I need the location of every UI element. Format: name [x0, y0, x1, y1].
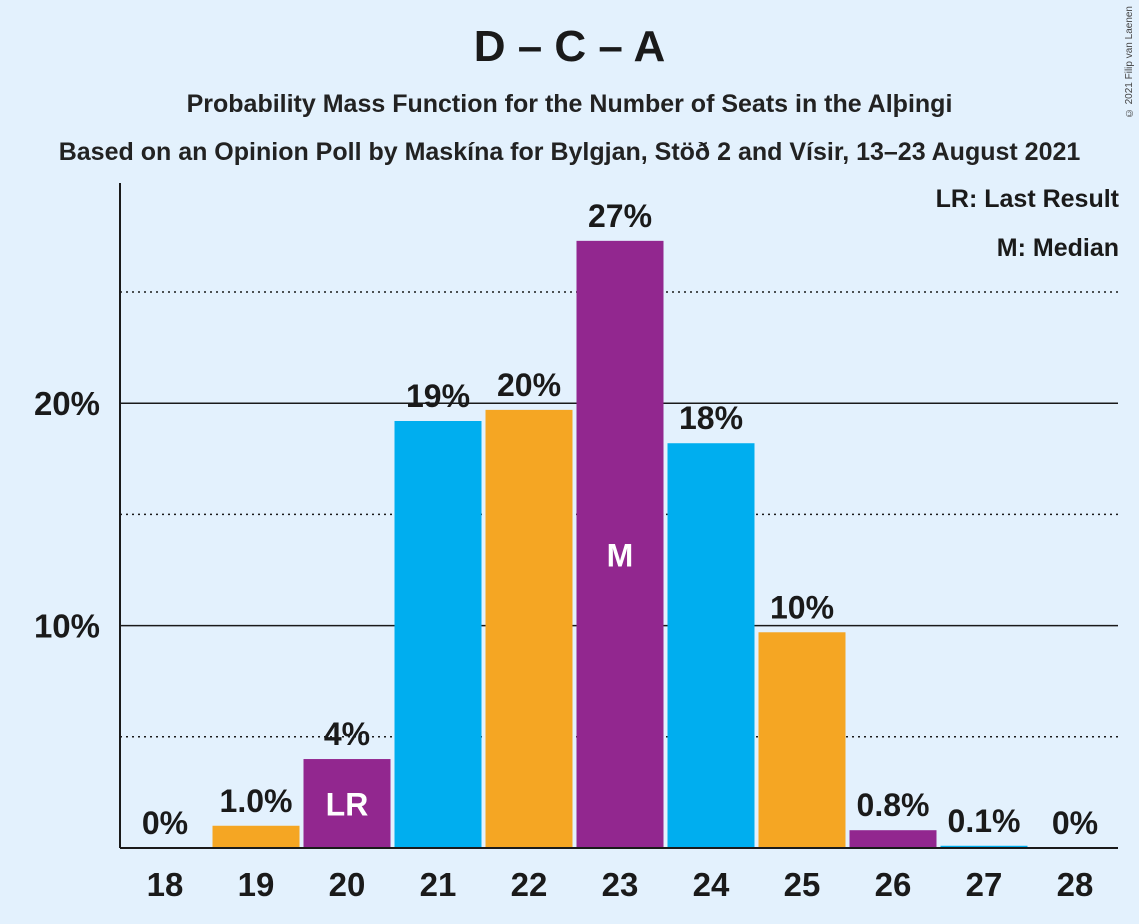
bar — [394, 420, 482, 848]
x-tick-label: 28 — [1057, 866, 1094, 903]
x-tick-label: 24 — [693, 866, 730, 903]
bar-value-label: 0% — [1052, 805, 1098, 841]
bar-value-label: 27% — [588, 198, 652, 234]
bar-value-label: 20% — [497, 367, 561, 403]
bar — [940, 845, 1028, 848]
bar-value-label: 10% — [770, 589, 834, 625]
bar — [849, 830, 937, 848]
x-tick-label: 19 — [238, 866, 275, 903]
x-tick-label: 23 — [602, 866, 639, 903]
bar — [758, 632, 846, 848]
y-tick-label: 10% — [34, 608, 100, 645]
x-tick-label: 21 — [420, 866, 457, 903]
chart-title: D – C – A — [473, 22, 666, 71]
median-marker: M — [607, 537, 634, 573]
chart-subtitle: Probability Mass Function for the Number… — [186, 90, 953, 118]
x-tick-label: 18 — [147, 866, 184, 903]
bar — [303, 759, 391, 848]
bar-value-label: 18% — [679, 400, 743, 436]
bar-value-label: 1.0% — [220, 783, 293, 819]
last-result-marker: LR — [326, 787, 369, 823]
x-tick-label: 25 — [784, 866, 821, 903]
x-tick-label: 22 — [511, 866, 548, 903]
legend-last-result: LR: Last Result — [935, 185, 1119, 213]
x-tick-label: 26 — [875, 866, 912, 903]
bar-value-label: 19% — [406, 378, 470, 414]
x-tick-label: 27 — [966, 866, 1003, 903]
bar — [212, 825, 300, 848]
bar-value-label: 4% — [324, 716, 370, 752]
chart-source: Based on an Opinion Poll by Maskína for … — [58, 138, 1081, 166]
bar — [485, 409, 573, 848]
bar-value-label: 0.1% — [948, 803, 1021, 839]
legend-median: M: Median — [996, 234, 1119, 262]
bar — [667, 443, 755, 848]
x-tick-label: 20 — [329, 866, 366, 903]
bar-value-label: 0% — [142, 805, 188, 841]
y-tick-label: 20% — [34, 385, 100, 422]
bar — [576, 240, 664, 848]
bar-value-label: 0.8% — [857, 787, 930, 823]
